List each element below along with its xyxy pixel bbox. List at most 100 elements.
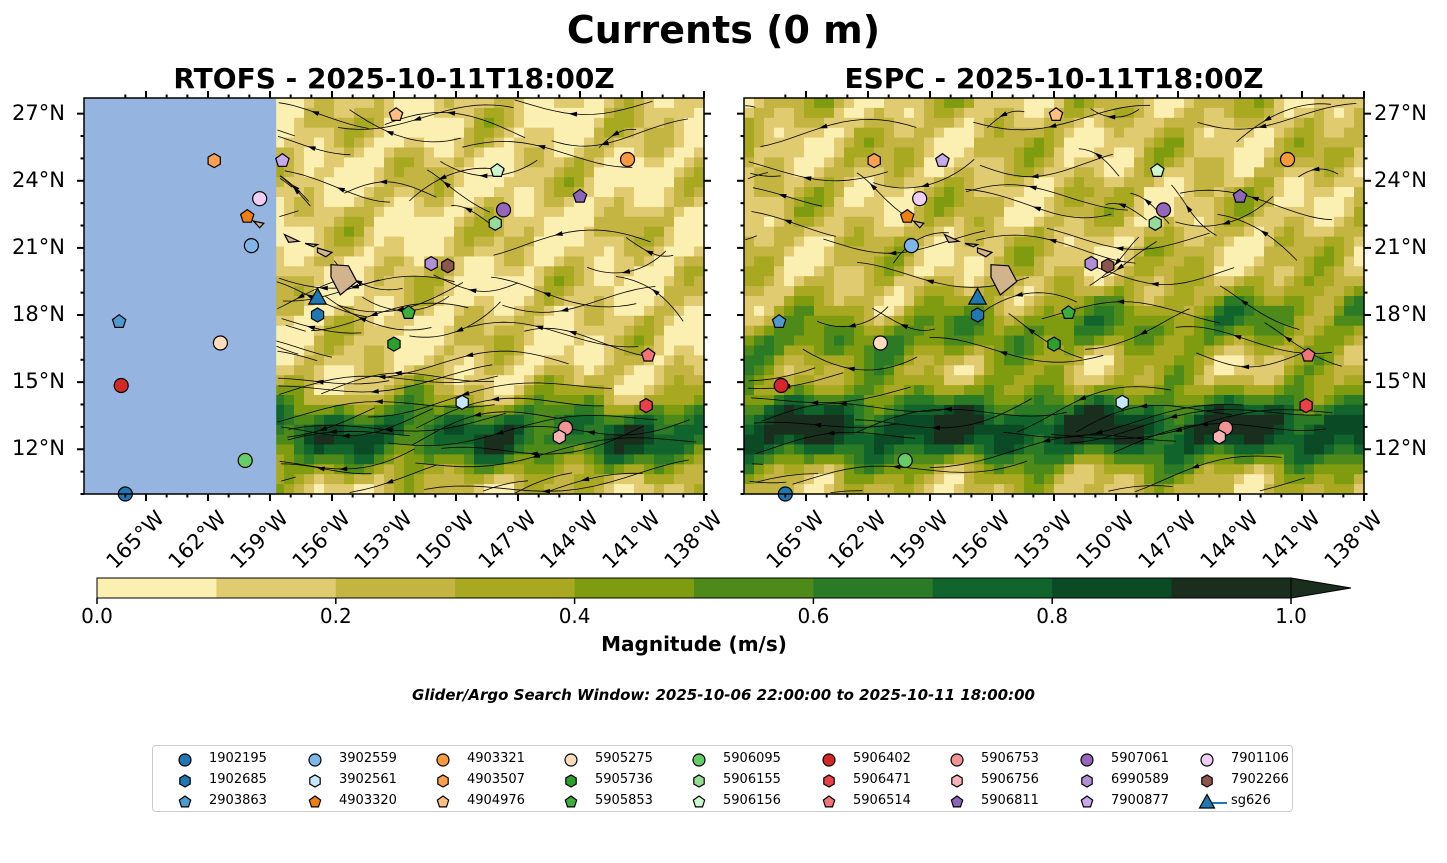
lat-tick-label: 15°N [1374, 369, 1427, 394]
legend-marker [692, 795, 706, 808]
legend-item-label: 2903863 [209, 793, 267, 808]
colorbar-segment [335, 578, 456, 598]
float-markers [111, 107, 656, 502]
float-5906402-marker [773, 377, 789, 394]
float-4904976-marker [388, 107, 404, 121]
colorbar-tick-label: 0.0 [81, 604, 113, 628]
legend-marker [1201, 774, 1213, 788]
legend-item-label: 3902561 [339, 772, 397, 787]
legend-item-label: 5905736 [595, 772, 653, 787]
float-1902685-marker [310, 307, 325, 323]
legend-marker [308, 753, 322, 767]
float-sg626-marker [967, 287, 988, 305]
float-2903863-marker [111, 313, 127, 328]
legend-marker [1081, 774, 1093, 788]
float-7900877-marker [274, 152, 290, 167]
legend-marker [822, 753, 836, 767]
streamlines [745, 103, 1357, 493]
float-5906095-marker [897, 452, 913, 469]
float-5906402-marker [113, 377, 129, 394]
float-5905736-marker [1047, 336, 1061, 352]
float-7902266-marker [1101, 258, 1115, 274]
legend-item-label: 5905275 [595, 751, 653, 766]
legend-item-label: 5906514 [853, 793, 911, 808]
float-4903507-marker [867, 152, 881, 169]
float-4903507-marker [207, 152, 221, 169]
colorbar-tick-label: 1.0 [1275, 604, 1307, 628]
float-5906514-marker [1300, 347, 1316, 362]
legend-item-label: 1902195 [209, 751, 267, 766]
lat-tick-label: 24°N [1374, 167, 1427, 192]
float-5906156-marker [489, 162, 505, 178]
legend-marker [1080, 753, 1094, 767]
lat-tick-label: 21°N [12, 234, 65, 259]
float-5906156-marker [1149, 162, 1165, 178]
float-5906756-marker [552, 429, 566, 445]
colorbar-segment [455, 578, 576, 598]
colorbar-segment [813, 578, 934, 598]
figure-title: Currents (0 m) [566, 8, 881, 52]
colorbar-tick-label: 0.6 [797, 604, 830, 628]
legend-marker [822, 795, 836, 808]
float-5905275-marker [872, 335, 888, 351]
legend-marker [436, 795, 450, 808]
legend-item-label: 7900877 [1111, 793, 1169, 808]
legend-item-label: 5906756 [981, 772, 1039, 787]
float-3902561-marker [1115, 394, 1129, 410]
float-5906095-marker [237, 452, 253, 469]
colorbar-label: Magnitude (m/s) [601, 632, 787, 656]
espc-map-panel [737, 91, 1371, 502]
lat-tick-label: 18°N [12, 302, 65, 327]
legend-marker [1200, 753, 1214, 767]
lat-tick-label: 12°N [12, 436, 65, 461]
legend-item-label: 5906156 [723, 793, 781, 808]
float-5906155-marker [1148, 215, 1162, 231]
legend-marker [178, 753, 192, 767]
colorbar [96, 577, 1352, 604]
float-5906811-marker [572, 188, 588, 203]
legend-item-label: 7901106 [1231, 751, 1289, 766]
colorbar-tick-label: 0.2 [319, 604, 352, 628]
legend-item-label: 5906402 [853, 751, 911, 766]
lat-tick-label: 15°N [12, 369, 65, 394]
float-5906514-marker [640, 347, 656, 362]
float-5905853-marker [1061, 305, 1076, 319]
legend-item-label: 4903321 [467, 751, 525, 766]
colorbar-tick-label: 0.4 [558, 604, 591, 628]
float-5906811-marker [1232, 188, 1248, 203]
legend-marker [565, 774, 577, 788]
float-5906471-marker [1299, 397, 1313, 414]
legend-item-label: 1902685 [209, 772, 267, 787]
legend-marker [950, 795, 964, 808]
rtofs-map-panel [77, 91, 711, 502]
legend-marker [950, 753, 964, 767]
float-5907061-marker [1155, 202, 1172, 218]
float-5906756-marker [1212, 429, 1226, 445]
legend-marker [951, 774, 963, 788]
speed-contour-field [744, 98, 1365, 495]
float-7900877-marker [934, 152, 950, 167]
legend-marker [564, 753, 578, 767]
lat-tick-label: 21°N [1374, 234, 1427, 259]
legend-item-label: 4903320 [339, 793, 397, 808]
legend-marker [1198, 793, 1216, 809]
float-5907061-marker [495, 202, 512, 218]
colorbar-segment [694, 578, 814, 598]
legend-item-label: 6990589 [1111, 772, 1169, 787]
float-sg626-marker [307, 287, 328, 305]
legend-marker [308, 795, 322, 808]
legend-marker [436, 753, 450, 767]
float-4903321-marker [1279, 151, 1296, 168]
lat-tick-label: 18°N [1374, 302, 1427, 327]
float-2903863-marker [771, 313, 787, 328]
colorbar-tick-label: 0.8 [1036, 604, 1069, 628]
hawaii-islands [251, 220, 358, 296]
colorbar-segment [1052, 578, 1173, 598]
colorbar-segment [216, 578, 337, 598]
colorbar-segment [97, 578, 217, 598]
legend-item-label: 4904976 [467, 793, 525, 808]
float-5906155-marker [488, 215, 502, 231]
float-5905736-marker [387, 336, 401, 352]
legend-marker [564, 795, 578, 808]
legend-item-label: 5906753 [981, 751, 1039, 766]
